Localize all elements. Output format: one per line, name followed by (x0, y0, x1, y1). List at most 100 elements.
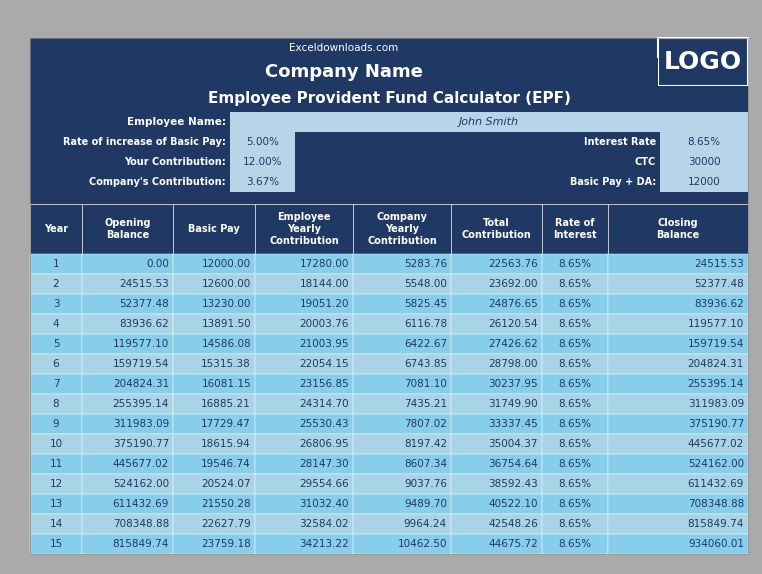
FancyBboxPatch shape (30, 132, 230, 152)
Text: 611432.69: 611432.69 (687, 479, 744, 489)
FancyBboxPatch shape (608, 354, 748, 374)
FancyBboxPatch shape (82, 514, 173, 534)
Text: 311983.09: 311983.09 (688, 399, 744, 409)
Text: 13891.50: 13891.50 (201, 319, 251, 329)
FancyBboxPatch shape (30, 192, 748, 204)
Text: 119577.10: 119577.10 (113, 339, 169, 349)
FancyBboxPatch shape (82, 394, 173, 414)
FancyBboxPatch shape (173, 514, 255, 534)
FancyBboxPatch shape (295, 132, 440, 152)
FancyBboxPatch shape (608, 414, 748, 434)
Text: 8.65%: 8.65% (559, 499, 591, 509)
FancyBboxPatch shape (608, 374, 748, 394)
Text: 23759.18: 23759.18 (201, 539, 251, 549)
FancyBboxPatch shape (255, 374, 353, 394)
FancyBboxPatch shape (295, 152, 440, 172)
Text: 26120.54: 26120.54 (488, 319, 538, 329)
FancyBboxPatch shape (82, 294, 173, 314)
Text: 9: 9 (53, 419, 59, 429)
Text: Closing
Balance: Closing Balance (656, 218, 700, 240)
FancyBboxPatch shape (255, 204, 353, 254)
FancyBboxPatch shape (82, 354, 173, 374)
Text: 13230.00: 13230.00 (202, 299, 251, 309)
Text: 32584.02: 32584.02 (299, 519, 349, 529)
FancyBboxPatch shape (230, 112, 748, 132)
FancyBboxPatch shape (353, 204, 451, 254)
FancyBboxPatch shape (451, 534, 542, 554)
Text: 12.00%: 12.00% (243, 157, 282, 167)
FancyBboxPatch shape (255, 454, 353, 474)
Text: 8.65%: 8.65% (559, 379, 591, 389)
FancyBboxPatch shape (353, 394, 451, 414)
Text: 10: 10 (50, 439, 62, 449)
Text: Exceldownloads.com: Exceldownloads.com (290, 43, 399, 53)
Text: 83936.62: 83936.62 (694, 299, 744, 309)
FancyBboxPatch shape (660, 152, 748, 172)
FancyBboxPatch shape (173, 394, 255, 414)
Text: 33337.45: 33337.45 (488, 419, 538, 429)
Text: 30000: 30000 (687, 157, 720, 167)
Text: 38592.43: 38592.43 (488, 479, 538, 489)
Text: 36754.64: 36754.64 (488, 459, 538, 469)
FancyBboxPatch shape (353, 354, 451, 374)
Text: 7: 7 (53, 379, 59, 389)
Text: 22627.79: 22627.79 (201, 519, 251, 529)
Text: 40522.10: 40522.10 (488, 499, 538, 509)
FancyBboxPatch shape (30, 454, 82, 474)
FancyBboxPatch shape (30, 314, 82, 334)
FancyBboxPatch shape (173, 274, 255, 294)
FancyBboxPatch shape (255, 414, 353, 434)
Text: 5283.76: 5283.76 (404, 259, 447, 269)
FancyBboxPatch shape (658, 38, 748, 86)
Text: 15: 15 (50, 539, 62, 549)
Text: 119577.10: 119577.10 (688, 319, 744, 329)
FancyBboxPatch shape (451, 374, 542, 394)
FancyBboxPatch shape (173, 374, 255, 394)
FancyBboxPatch shape (353, 434, 451, 454)
FancyBboxPatch shape (542, 394, 608, 414)
FancyBboxPatch shape (30, 434, 82, 454)
FancyBboxPatch shape (30, 58, 658, 86)
FancyBboxPatch shape (255, 314, 353, 334)
FancyBboxPatch shape (451, 494, 542, 514)
Text: 5548.00: 5548.00 (404, 279, 447, 289)
FancyBboxPatch shape (30, 86, 748, 112)
FancyBboxPatch shape (82, 434, 173, 454)
FancyBboxPatch shape (30, 254, 82, 274)
Text: 8.65%: 8.65% (559, 259, 591, 269)
Text: Rate of
Interest: Rate of Interest (553, 218, 597, 240)
FancyBboxPatch shape (255, 514, 353, 534)
Text: 52377.48: 52377.48 (694, 279, 744, 289)
Text: 8.65%: 8.65% (559, 419, 591, 429)
FancyBboxPatch shape (660, 172, 748, 192)
FancyBboxPatch shape (30, 394, 82, 414)
Text: 8.65%: 8.65% (559, 539, 591, 549)
Text: 42548.26: 42548.26 (488, 519, 538, 529)
FancyBboxPatch shape (255, 494, 353, 514)
FancyBboxPatch shape (30, 474, 82, 494)
FancyBboxPatch shape (82, 454, 173, 474)
Text: 14586.08: 14586.08 (201, 339, 251, 349)
FancyBboxPatch shape (173, 334, 255, 354)
FancyBboxPatch shape (82, 204, 173, 254)
Text: Rate of increase of Basic Pay:: Rate of increase of Basic Pay: (63, 137, 226, 147)
Text: 10462.50: 10462.50 (398, 539, 447, 549)
FancyBboxPatch shape (30, 112, 230, 132)
FancyBboxPatch shape (30, 494, 82, 514)
FancyBboxPatch shape (542, 254, 608, 274)
FancyBboxPatch shape (30, 274, 82, 294)
FancyBboxPatch shape (353, 294, 451, 314)
Text: 22563.76: 22563.76 (488, 259, 538, 269)
Text: 22054.15: 22054.15 (299, 359, 349, 369)
Text: 708348.88: 708348.88 (113, 519, 169, 529)
FancyBboxPatch shape (353, 514, 451, 534)
Text: 34213.22: 34213.22 (299, 539, 349, 549)
Text: 23156.85: 23156.85 (299, 379, 349, 389)
FancyBboxPatch shape (542, 454, 608, 474)
FancyBboxPatch shape (542, 514, 608, 534)
FancyBboxPatch shape (542, 274, 608, 294)
Text: 708348.88: 708348.88 (688, 499, 744, 509)
FancyBboxPatch shape (173, 314, 255, 334)
Text: Interest Rate: Interest Rate (584, 137, 656, 147)
FancyBboxPatch shape (451, 414, 542, 434)
